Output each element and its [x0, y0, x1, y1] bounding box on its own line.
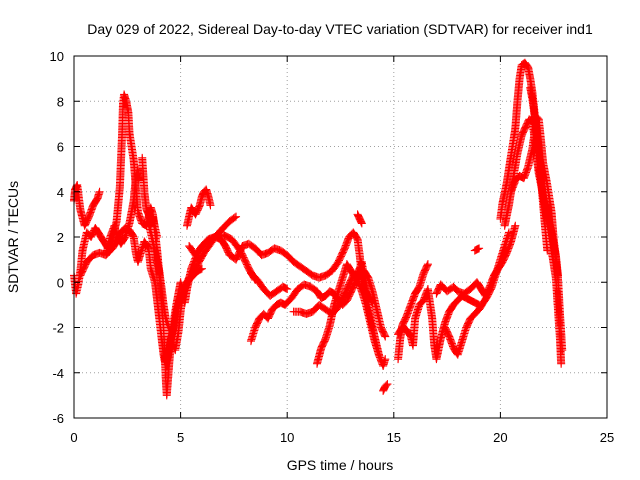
y-axis-label: SDTVAR / TECUs — [5, 181, 21, 293]
series-track-a — [70, 180, 104, 230]
y-tick-label: 8 — [57, 94, 64, 109]
series-trail-track-k — [291, 272, 383, 358]
series-trail-track-d — [102, 166, 143, 258]
y-tick-label: 4 — [57, 185, 64, 200]
x-tick-label: 25 — [600, 430, 614, 445]
x-tick-label: 0 — [70, 430, 77, 445]
data-marks — [70, 58, 567, 400]
chart-title: Day 029 of 2022, Sidereal Day-to-day VTE… — [87, 21, 593, 37]
series-track-q — [432, 221, 520, 300]
series-track-d — [101, 165, 144, 260]
x-tick-label: 15 — [387, 430, 401, 445]
series-track-n — [379, 380, 392, 395]
series-trail-track-l — [313, 261, 389, 367]
series-track-k — [289, 271, 383, 359]
y-tick-labels: -6 -4 -2 0 2 4 6 8 10 — [50, 49, 64, 426]
x-tick-labels: 0 5 10 15 20 25 — [70, 430, 614, 445]
y-tick-label: -4 — [52, 366, 64, 381]
y-tick-label: 10 — [50, 49, 64, 64]
series-trail-track-n — [379, 381, 391, 394]
x-axis-label: GPS time / hours — [287, 457, 394, 473]
series-trail-track-i — [248, 270, 291, 299]
series-track-m — [353, 210, 366, 228]
x-tick-label: 5 — [177, 430, 184, 445]
series-track-r — [440, 228, 513, 359]
x-tick-label: 20 — [493, 430, 507, 445]
x-tick-label: 10 — [280, 430, 294, 445]
series-trail-track-g — [183, 186, 215, 229]
series-track-w — [526, 83, 552, 255]
series-trail-track-a — [70, 182, 104, 229]
axis-ticks — [73, 55, 608, 419]
series-track-l — [313, 260, 390, 368]
series-trail-track-r — [441, 230, 513, 358]
y-tick-label: 2 — [57, 230, 64, 245]
y-tick-label: -6 — [52, 411, 64, 426]
series-track-g — [182, 185, 215, 230]
series-trail-track-s — [471, 244, 482, 254]
y-tick-label: 0 — [57, 275, 64, 290]
series-trail-track-e — [138, 155, 161, 240]
series-track-i — [246, 269, 292, 300]
series-trail-track-w — [526, 85, 552, 254]
series-trail-track-m — [354, 211, 366, 227]
y-tick-label: -2 — [52, 321, 64, 336]
series-track-s — [470, 244, 484, 255]
series-track-f — [144, 219, 206, 355]
series-track-e — [138, 153, 162, 241]
y-tick-label: 6 — [57, 140, 64, 155]
series-trail-track-f — [145, 220, 205, 353]
